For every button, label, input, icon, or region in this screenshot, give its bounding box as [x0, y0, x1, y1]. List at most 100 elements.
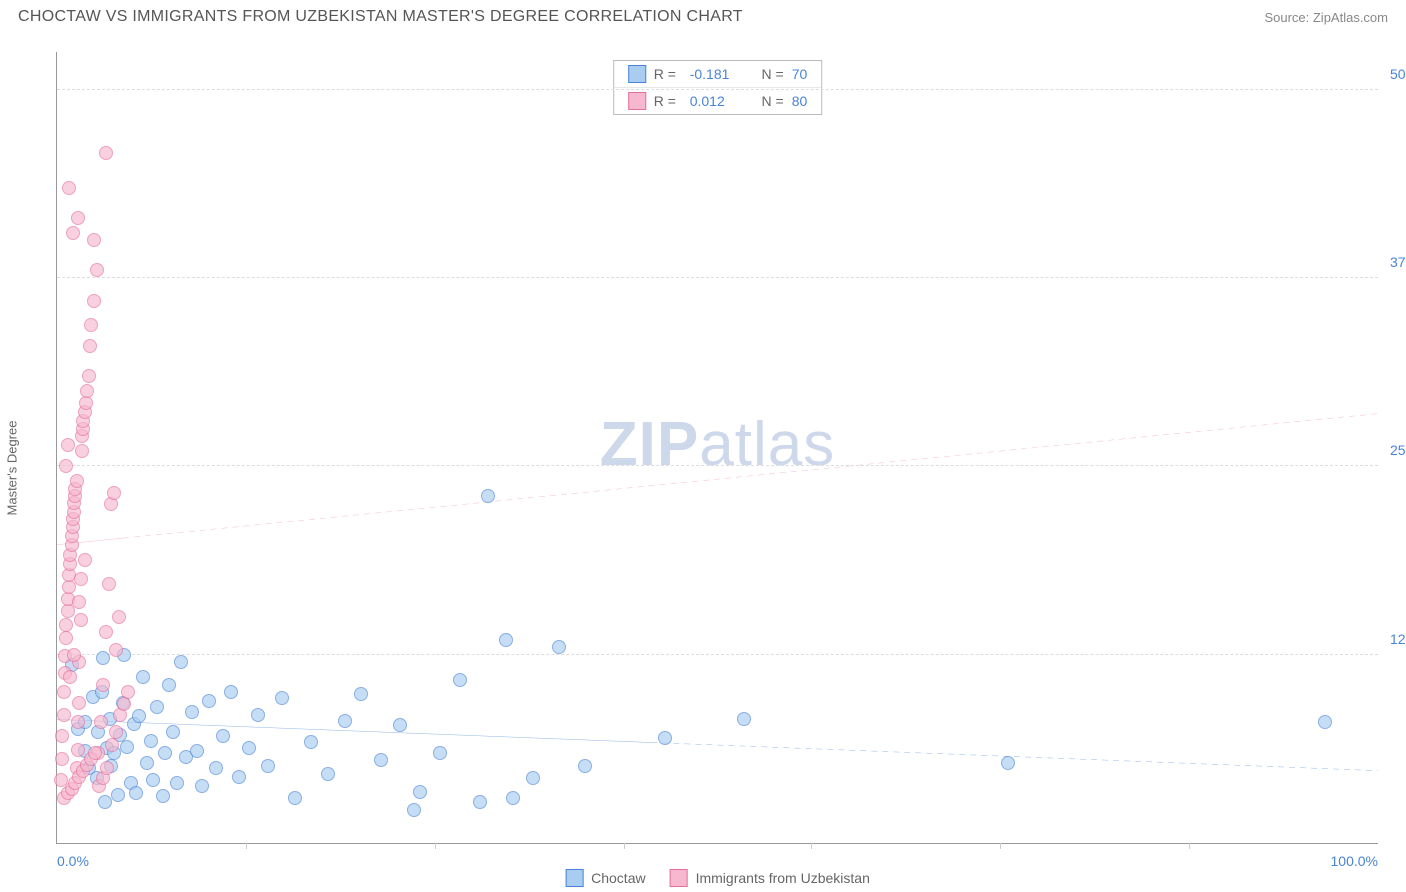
data-point — [117, 697, 131, 711]
y-tick-label: 12.5% — [1380, 631, 1406, 647]
legend-swatch — [670, 869, 688, 887]
data-point — [82, 369, 96, 383]
data-point — [216, 729, 230, 743]
legend-label: Immigrants from Uzbekistan — [696, 870, 870, 886]
data-point — [94, 715, 108, 729]
data-point — [63, 670, 77, 684]
series-legend: ChoctawImmigrants from Uzbekistan — [565, 869, 870, 887]
data-point — [166, 725, 180, 739]
data-point — [195, 779, 209, 793]
data-point — [59, 631, 73, 645]
x-tick — [811, 843, 812, 849]
legend-item: Immigrants from Uzbekistan — [670, 869, 870, 887]
gridline-h — [57, 654, 1378, 655]
data-point — [87, 294, 101, 308]
gridline-h — [57, 277, 1378, 278]
source-attribution: Source: ZipAtlas.com — [1264, 10, 1388, 25]
data-point — [61, 438, 75, 452]
data-point — [121, 685, 135, 699]
n-label: N = — [754, 93, 784, 109]
data-point — [481, 489, 495, 503]
trendline-dashed — [651, 743, 1378, 771]
y-tick-label: 37.5% — [1380, 254, 1406, 270]
source-link[interactable]: ZipAtlas.com — [1313, 10, 1388, 25]
data-point — [526, 771, 540, 785]
data-point — [72, 595, 86, 609]
data-point — [99, 625, 113, 639]
data-point — [129, 786, 143, 800]
data-point — [105, 738, 119, 752]
r-value: 0.012 — [690, 93, 746, 109]
data-point — [57, 708, 71, 722]
data-point — [72, 696, 86, 710]
data-point — [146, 773, 160, 787]
data-point — [140, 756, 154, 770]
data-point — [99, 146, 113, 160]
data-point — [288, 791, 302, 805]
data-point — [90, 263, 104, 277]
data-point — [111, 788, 125, 802]
data-point — [174, 655, 188, 669]
watermark: ZIPatlas — [600, 408, 835, 479]
data-point — [473, 795, 487, 809]
data-point — [158, 746, 172, 760]
x-tick — [246, 843, 247, 849]
data-point — [275, 691, 289, 705]
data-point — [321, 767, 335, 781]
data-point — [83, 339, 97, 353]
data-point — [61, 604, 75, 618]
data-point — [96, 651, 110, 665]
source-prefix: Source: — [1264, 10, 1312, 25]
data-point — [74, 572, 88, 586]
data-point — [374, 753, 388, 767]
data-point — [109, 725, 123, 739]
x-tick — [1000, 843, 1001, 849]
data-point — [304, 735, 318, 749]
data-point — [338, 714, 352, 728]
plot-area: ZIPatlas R =-0.181N =70R =0.012N =80 Cho… — [56, 52, 1378, 844]
data-point — [658, 731, 672, 745]
data-point — [1318, 715, 1332, 729]
data-point — [62, 181, 76, 195]
gridline-h — [57, 89, 1378, 90]
data-point — [224, 685, 238, 699]
data-point — [109, 643, 123, 657]
legend-swatch — [565, 869, 583, 887]
data-point — [393, 718, 407, 732]
data-point — [66, 226, 80, 240]
data-point — [190, 744, 204, 758]
data-point — [136, 670, 150, 684]
x-tick — [624, 843, 625, 849]
data-point — [78, 553, 92, 567]
data-point — [98, 795, 112, 809]
x-tick — [435, 843, 436, 849]
stat-row: R =0.012N =80 — [614, 87, 822, 114]
data-point — [150, 700, 164, 714]
data-point — [102, 577, 116, 591]
gridline-h — [57, 465, 1378, 466]
data-point — [209, 761, 223, 775]
data-point — [506, 791, 520, 805]
legend-swatch — [628, 65, 646, 83]
legend-swatch — [628, 92, 646, 110]
data-point — [407, 803, 421, 817]
data-point — [107, 486, 121, 500]
data-point — [70, 474, 84, 488]
data-point — [242, 741, 256, 755]
correlation-stats-box: R =-0.181N =70R =0.012N =80 — [613, 60, 823, 115]
chart-container: Master's Degree ZIPatlas R =-0.181N =70R… — [18, 44, 1388, 892]
x-tick-label: 0.0% — [57, 853, 89, 869]
data-point — [71, 715, 85, 729]
r-label: R = — [654, 93, 682, 109]
data-point — [261, 759, 275, 773]
data-point — [737, 712, 751, 726]
y-tick-label: 25.0% — [1380, 442, 1406, 458]
data-point — [132, 709, 146, 723]
data-point — [232, 770, 246, 784]
n-value: 70 — [792, 66, 808, 82]
watermark-bold: ZIP — [600, 409, 699, 478]
data-point — [84, 318, 98, 332]
y-tick-label: 50.0% — [1380, 66, 1406, 82]
data-point — [144, 734, 158, 748]
data-point — [251, 708, 265, 722]
